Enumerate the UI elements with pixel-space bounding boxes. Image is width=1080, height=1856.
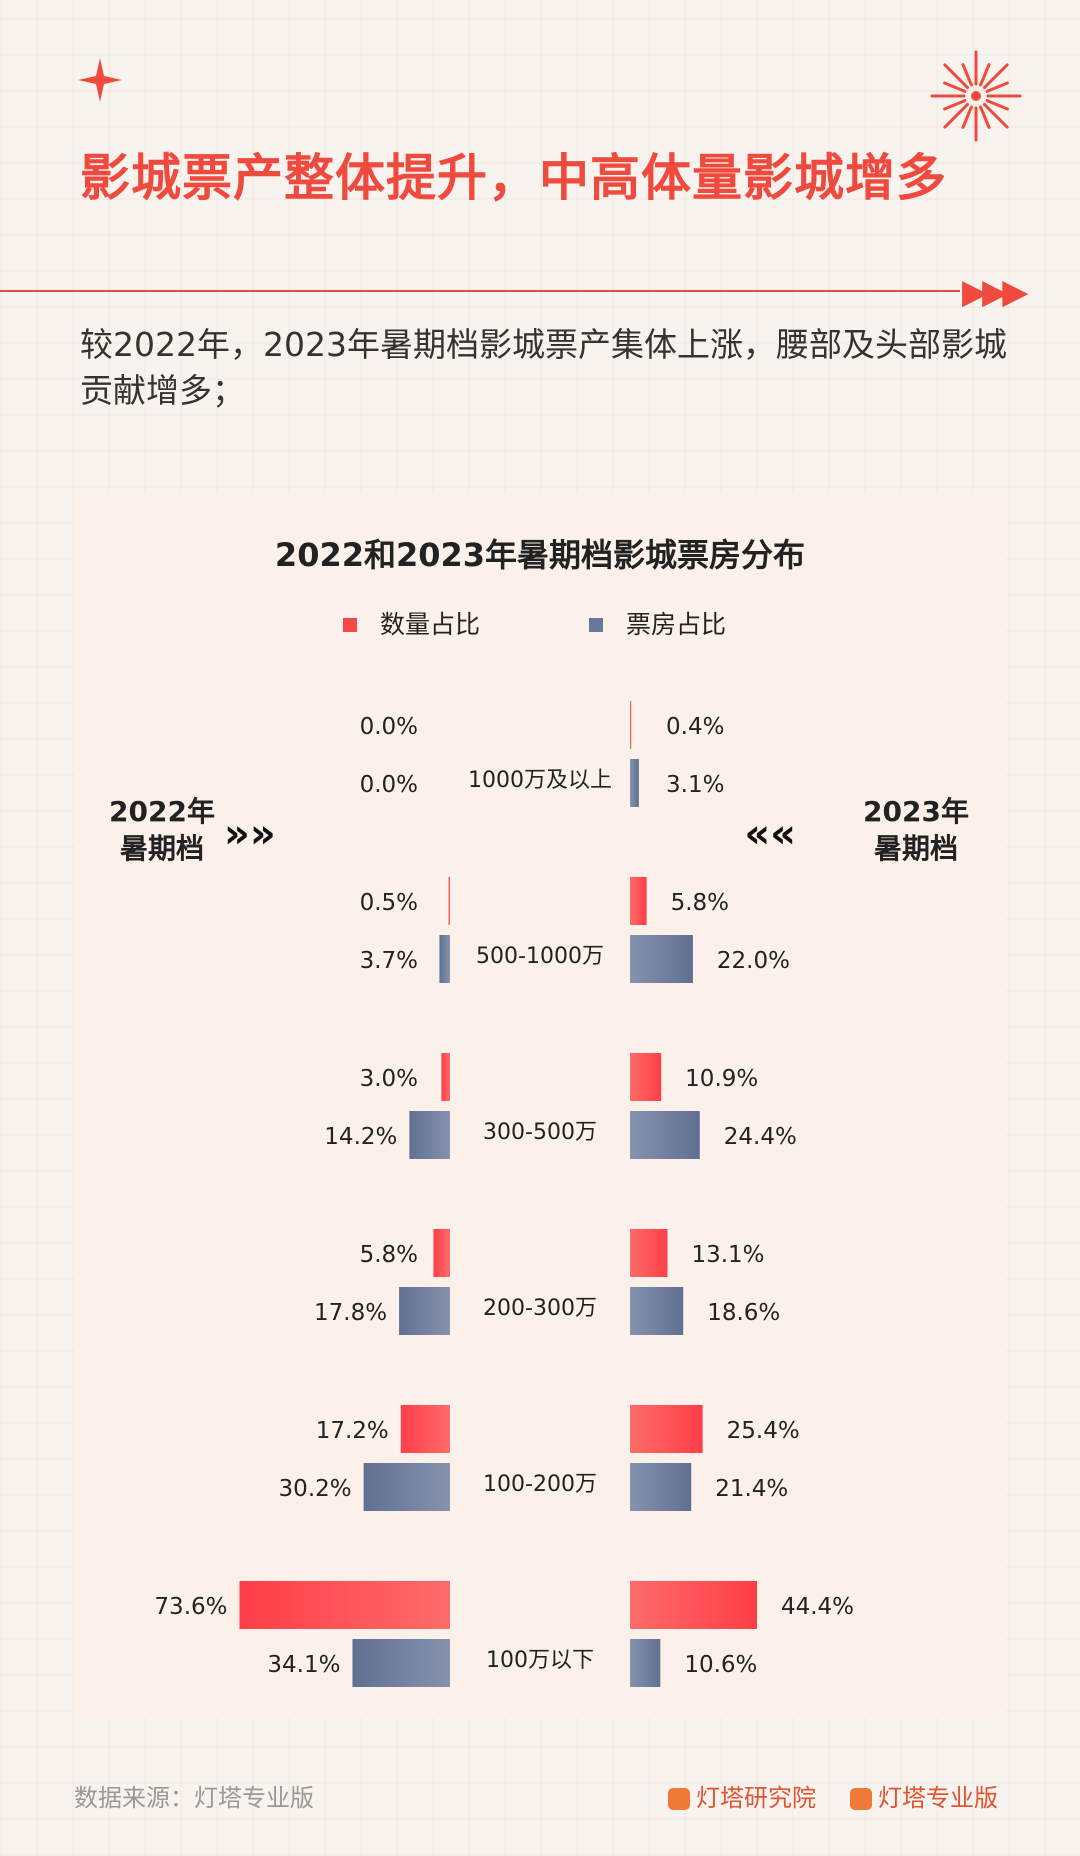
- bar-boxoffice-2022: [352, 1639, 450, 1687]
- legend-swatch-boxoffice: [589, 618, 603, 632]
- bar-count-2023: [630, 1405, 703, 1453]
- left-year-label: 2022年暑期档: [109, 795, 215, 865]
- category-label: 100万以下: [486, 1648, 594, 1673]
- value-label: 10.6%: [684, 1652, 757, 1678]
- bar-count-2022: [441, 1053, 450, 1101]
- value-label: 3.1%: [666, 772, 724, 798]
- brand-research: 灯塔研究院: [668, 1778, 816, 1813]
- bar-count-2022: [400, 1405, 450, 1453]
- value-label: 14.2%: [324, 1124, 397, 1150]
- bar-count-2022: [448, 877, 450, 925]
- chart-panel: [74, 491, 1006, 1718]
- value-label: 73.6%: [154, 1594, 227, 1620]
- bar-boxoffice-2022: [439, 935, 450, 983]
- bar-boxoffice-2022: [399, 1287, 450, 1335]
- category-label: 200-300万: [483, 1296, 597, 1321]
- value-label: 34.1%: [267, 1652, 340, 1678]
- value-label: 3.7%: [360, 948, 418, 974]
- category-label: 100-200万: [483, 1472, 597, 1497]
- page-description: 较2022年，2023年暑期档影城票产集体上涨，腰部及头部影城贡献增多；: [80, 325, 1007, 410]
- right-chevrons-icon: »»: [224, 811, 276, 857]
- value-label: 3.0%: [360, 1066, 418, 1092]
- bar-boxoffice-2023: [630, 759, 639, 807]
- category-label: 1000万及以上: [468, 768, 612, 793]
- value-label: 5.8%: [360, 1242, 418, 1268]
- bar-boxoffice-2023: [630, 1463, 692, 1511]
- value-label: 30.2%: [279, 1476, 352, 1502]
- diverging-bar-chart: 2022和2023年暑期档影城票房分布 数量占比 票房占比 2022年暑期档 »…: [109, 536, 969, 1687]
- value-label: 25.4%: [727, 1418, 800, 1444]
- bar-count-2022: [433, 1229, 450, 1277]
- bar-count-2022: [239, 1581, 450, 1629]
- value-label: 0.0%: [360, 772, 418, 798]
- lighthouse-icon: [850, 1788, 872, 1810]
- right-year-label: 2023年暑期档: [863, 795, 969, 865]
- bar-boxoffice-2023: [630, 935, 693, 983]
- page-title: 影城票产整体提升，中高体量影城增多: [80, 149, 947, 207]
- value-label: 17.2%: [316, 1418, 389, 1444]
- value-label: 24.4%: [724, 1124, 797, 1150]
- value-label: 22.0%: [717, 948, 790, 974]
- bar-boxoffice-2022: [409, 1111, 450, 1159]
- bar-boxoffice-2023: [630, 1639, 661, 1687]
- bar-count-2023: [630, 877, 647, 925]
- triple-chevron-icon: ▶▶▶: [962, 272, 1028, 312]
- value-label: 21.4%: [715, 1476, 788, 1502]
- category-label: 300-500万: [483, 1120, 597, 1145]
- lighthouse-icon: [668, 1788, 690, 1810]
- bar-boxoffice-2023: [630, 1111, 700, 1159]
- brand-pro: 灯塔专业版: [850, 1778, 998, 1813]
- value-label: 17.8%: [314, 1300, 387, 1326]
- bar-count-2023: [630, 1053, 662, 1101]
- bar-count-2023: [630, 1581, 757, 1629]
- value-label: 0.5%: [360, 890, 418, 916]
- title-divider: [0, 290, 960, 292]
- bar-count-2023: [630, 1229, 668, 1277]
- value-label: 18.6%: [707, 1300, 780, 1326]
- legend-label-boxoffice: 票房占比: [626, 610, 726, 639]
- bar-count-2023: [630, 701, 632, 749]
- value-label: 10.9%: [685, 1066, 758, 1092]
- bar-boxoffice-2022: [363, 1463, 450, 1511]
- value-label: 44.4%: [781, 1594, 854, 1620]
- firework-icon: [930, 50, 1022, 142]
- bar-boxoffice-2023: [630, 1287, 684, 1335]
- data-source: 数据来源：灯塔专业版: [74, 1784, 314, 1812]
- sparkle-icon: [78, 58, 122, 102]
- value-label: 13.1%: [691, 1242, 764, 1268]
- chart-title: 2022和2023年暑期档影城票房分布: [275, 536, 805, 574]
- category-label: 500-1000万: [476, 944, 604, 969]
- legend-label-count: 数量占比: [380, 610, 480, 639]
- legend-swatch-count: [343, 618, 357, 632]
- value-label: 0.0%: [360, 714, 418, 740]
- value-label: 0.4%: [666, 714, 724, 740]
- left-chevrons-icon: ««: [744, 811, 796, 857]
- value-label: 5.8%: [671, 890, 729, 916]
